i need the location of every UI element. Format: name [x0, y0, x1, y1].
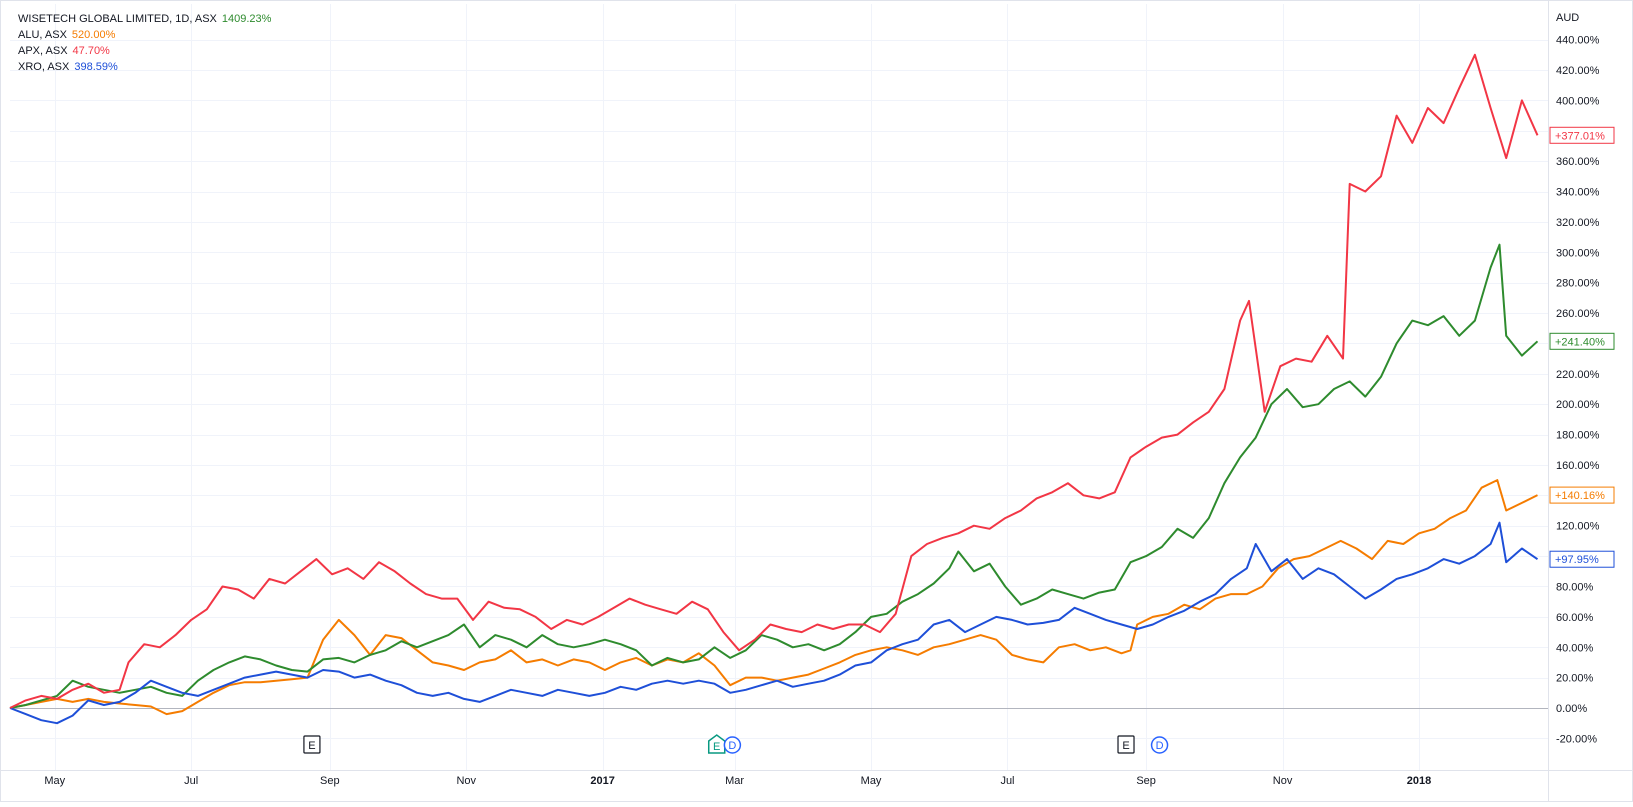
x-tick-label: Sep [320, 775, 340, 787]
x-tick-label: May [44, 775, 65, 787]
y-tick-label: 320.00% [1556, 217, 1600, 229]
legend-value: 1409.23% [221, 13, 272, 25]
y-tick-label: 40.00% [1556, 642, 1594, 654]
earnings-marker-icon[interactable]: E [303, 735, 321, 754]
y-tick-label: 200.00% [1556, 399, 1600, 411]
dividend-marker-icon[interactable]: D [723, 736, 742, 754]
badge-text: +377.01% [1555, 130, 1605, 142]
x-tick-label: Jul [184, 775, 198, 787]
y-tick-label: 440.00% [1556, 35, 1600, 47]
marker-shape [1150, 736, 1169, 754]
badge-box [1549, 126, 1615, 144]
marker-label: E [1122, 740, 1129, 752]
x-tick-label: May [861, 775, 882, 787]
y-tick-label: 20.00% [1556, 673, 1594, 685]
legend-value: 47.70% [72, 45, 110, 57]
y-tick-label: 60.00% [1556, 612, 1594, 624]
y-tick-label: 260.00% [1556, 308, 1600, 320]
legend: WISETECH GLOBAL LIMITED, 1D, ASX 1409.23%… [18, 11, 271, 75]
legend-label: APX, ASX [18, 45, 68, 57]
legend-row-main[interactable]: WISETECH GLOBAL LIMITED, 1D, ASX 1409.23% [18, 11, 271, 27]
y-tick-label: -20.00% [1556, 733, 1597, 745]
last-value-badge: +241.40% [1549, 332, 1615, 350]
legend-row-alu[interactable]: ALU, ASX 520.00% [18, 27, 271, 43]
legend-label: WISETECH GLOBAL LIMITED, 1D, ASX [18, 13, 217, 25]
last-value-badge: +377.01% [1549, 126, 1615, 144]
y-tick-label: 360.00% [1556, 156, 1600, 168]
x-axis: May Jul Sep Nov 2017 Mar May Jul Sep Nov 2018 [44, 775, 1431, 787]
y-tick-label: 420.00% [1556, 65, 1600, 77]
badge-box [1549, 332, 1615, 350]
y-tick-label: 220.00% [1556, 369, 1600, 381]
y-tick-label: 180.00% [1556, 430, 1600, 442]
badge-text: +97.95% [1555, 554, 1599, 566]
marker-label: E [308, 740, 315, 752]
y-tick-label: 80.00% [1556, 581, 1594, 593]
horizontal-grid [10, 40, 1548, 739]
marker-shape [723, 736, 742, 754]
y-tick-label: 0.00% [1556, 703, 1587, 715]
legend-value: 520.00% [71, 29, 116, 41]
earnings-marker-icon[interactable]: E [1117, 735, 1135, 754]
y-tick-label: 280.00% [1556, 278, 1600, 290]
vertical-grid [55, 4, 1420, 770]
legend-value: 398.59% [74, 61, 118, 73]
y-tick-label: 400.00% [1556, 95, 1600, 107]
legend-row-apx[interactable]: APX, ASX 47.70% [18, 43, 271, 59]
y-tick-label: 340.00% [1556, 187, 1600, 199]
badge-text: +140.16% [1555, 490, 1605, 502]
last-value-badge: +97.95% [1549, 550, 1615, 568]
x-tick-label: 2018 [1407, 775, 1431, 787]
x-tick-label: Sep [1136, 775, 1156, 787]
marker-shape [1117, 735, 1135, 754]
series-line-xro[interactable] [9, 521, 1539, 725]
marker-shape [303, 735, 321, 754]
x-tick-label: Nov [456, 775, 476, 787]
series-line-wisetech-global-limited[interactable] [9, 243, 1539, 709]
series-line-apx[interactable] [9, 53, 1539, 709]
y-tick-label: 120.00% [1556, 521, 1600, 533]
marker-label: D [1156, 740, 1164, 752]
badge-box [1549, 550, 1615, 568]
x-tick-label: Mar [725, 775, 744, 787]
x-tick-label: Nov [1273, 775, 1293, 787]
currency-label: AUD [1556, 12, 1579, 24]
marker-label: E [713, 741, 720, 753]
series-line-alu[interactable] [9, 479, 1538, 716]
last-value-badge: +140.16% [1549, 486, 1615, 504]
x-tick-label: 2017 [590, 775, 614, 787]
legend-label: XRO, ASX [18, 61, 70, 73]
badge-box [1549, 486, 1615, 504]
y-tick-label: 160.00% [1556, 460, 1600, 472]
badge-text: +241.40% [1555, 336, 1605, 348]
y-tick-label: 300.00% [1556, 247, 1600, 259]
x-tick-label: Jul [1000, 775, 1014, 787]
legend-row-xro[interactable]: XRO, ASX 398.59% [18, 59, 271, 75]
dividend-marker-icon[interactable]: D [1150, 736, 1169, 754]
legend-label: ALU, ASX [18, 29, 67, 41]
marker-label: D [728, 740, 736, 752]
